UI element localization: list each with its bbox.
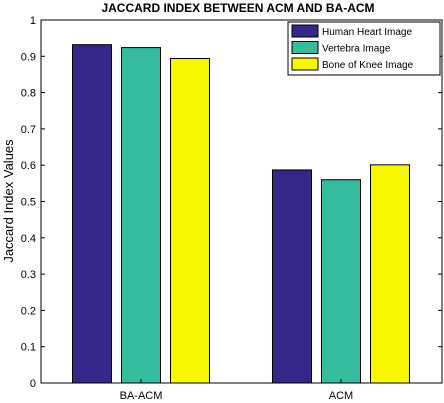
y-tick-label: 0 bbox=[30, 378, 36, 390]
y-tick-label: 1 bbox=[30, 15, 36, 27]
bars bbox=[72, 44, 410, 384]
y-tick-label: 0.7 bbox=[21, 124, 36, 136]
y-axis-label: Jaccard Index Values bbox=[1, 139, 16, 263]
x-tick-label: BA-ACM bbox=[120, 390, 163, 402]
x-tick-label: ACM bbox=[329, 390, 353, 402]
y-tick-label: 0.6 bbox=[21, 160, 36, 172]
y-tick-label: 0.1 bbox=[21, 342, 36, 354]
y-tick-label: 0.9 bbox=[21, 51, 36, 63]
y-tick-label: 0.5 bbox=[21, 197, 36, 209]
y-tick-label: 0.3 bbox=[21, 269, 36, 281]
y-tick-label: 0.8 bbox=[21, 88, 36, 100]
legend-label: Human Heart Image bbox=[322, 27, 412, 38]
bar-acm-bone-of-knee-image bbox=[369, 164, 410, 384]
legend-swatch-vertebra-image bbox=[291, 41, 319, 54]
legend-label: Vertebra Image bbox=[322, 44, 391, 55]
bar-ba-acm-vertebra-image bbox=[121, 47, 162, 384]
bar-acm-vertebra-image bbox=[320, 179, 361, 384]
bar-acm-human-heart-image bbox=[271, 169, 312, 384]
bar-ba-acm-bone-of-knee-image bbox=[170, 57, 211, 384]
y-tick-label: 0.2 bbox=[21, 305, 36, 317]
chart-title: JACCARD INDEX BETWEEN ACM AND BA-ACM bbox=[101, 1, 374, 15]
legend-swatch-bone-of-knee-image bbox=[291, 57, 319, 71]
bar-ba-acm-human-heart-image bbox=[72, 44, 113, 384]
x-axis-labels: BA-ACM ACM bbox=[120, 379, 353, 402]
y-tick-label: 0.4 bbox=[21, 233, 36, 245]
legend-label: Bone of Knee Image bbox=[322, 60, 414, 71]
legend-swatch-human-heart-image bbox=[291, 24, 319, 38]
y-axis-ticks: 0 0.1 0.2 0.3 0.4 0.5 0.6 0.7 0.8 0.9 1 bbox=[21, 15, 442, 390]
legend: Human Heart Image Vertebra Image Bone of K… bbox=[287, 21, 441, 76]
